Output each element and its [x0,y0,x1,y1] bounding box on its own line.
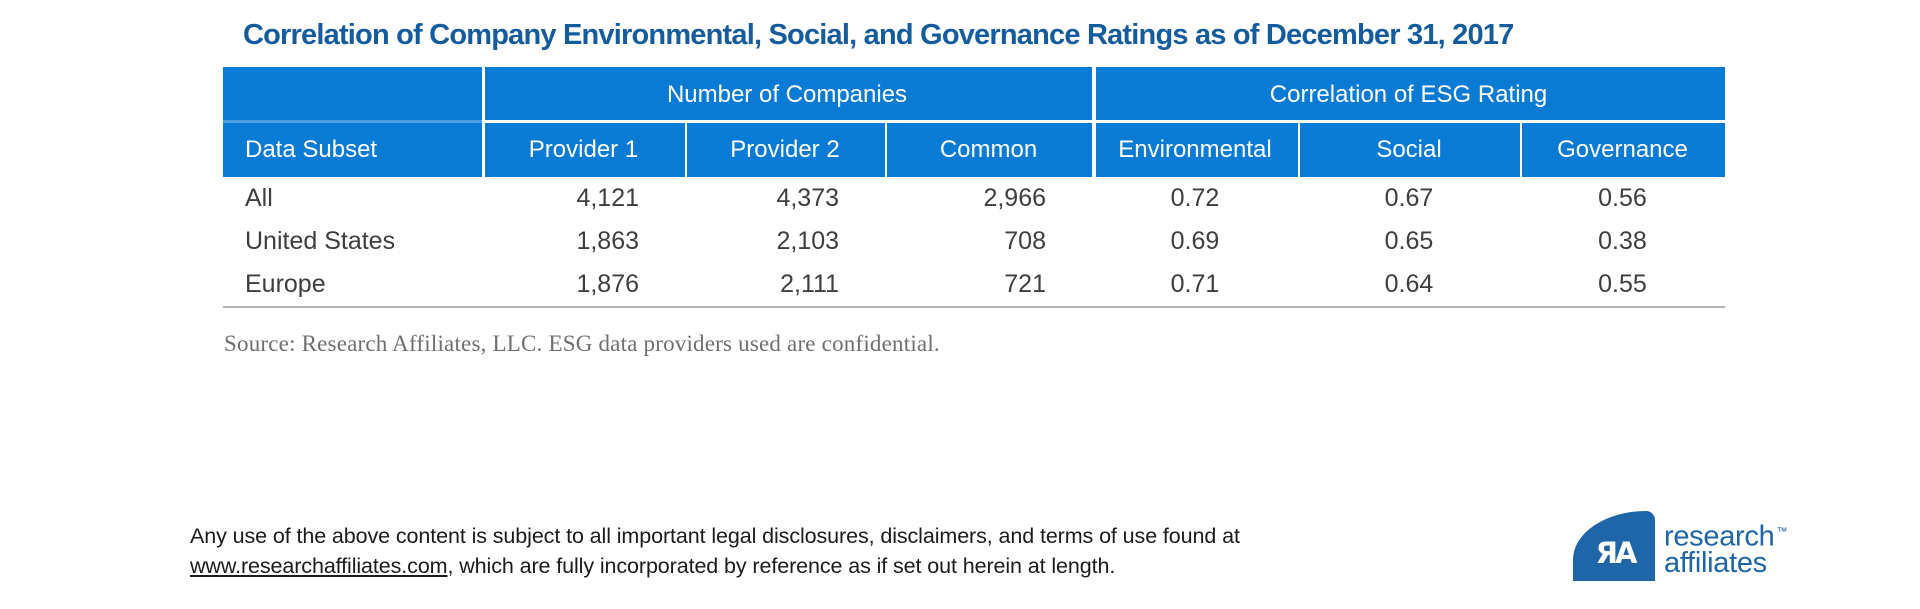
research-affiliates-logo: ЯA research ™ affiliates [1573,511,1787,581]
column-header-social: Social [1376,135,1442,163]
table-row: Europe 1,876 2,111 721 0.71 0.64 0.55 [223,263,1725,306]
header-group-number-of-companies: Number of Companies Provider 1 Provider … [482,67,1092,177]
column-header-provider-1: Provider 1 [528,135,639,163]
cell-provider-1: 1,863 [576,227,639,255]
logo-wordmark: research ™ affiliates [1664,511,1787,581]
cell-governance: 0.55 [1598,270,1647,298]
column-header-environmental: Environmental [1118,135,1272,163]
cell-common: 708 [1004,227,1046,255]
header-divider [223,120,482,123]
header-divider [482,120,1725,123]
cell-social: 0.65 [1384,227,1434,255]
cell-social: 0.64 [1384,270,1434,298]
esg-correlation-table: Data Subset Number of Companies Provider… [223,67,1725,308]
ra-monogram: ЯA [1595,536,1638,570]
cell-data-subset: All [245,184,273,212]
research-affiliates-link[interactable]: www.researchaffiliates.com [190,554,448,578]
column-header-governance: Governance [1557,135,1688,163]
cell-data-subset: Europe [245,270,326,298]
disclaimer-text-line2: , which are fully incorporated by refere… [447,554,1116,578]
cell-common: 721 [1004,270,1046,298]
column-header-provider-2: Provider 2 [730,135,840,163]
group-header-label: Correlation of ESG Rating [1269,80,1548,108]
cell-environmental: 0.72 [1170,184,1220,212]
cell-social: 0.67 [1384,184,1434,212]
subheader-row: Environmental Social Governance [1092,122,1725,177]
cell-data-subset: United States [245,227,396,255]
disclaimer-text-line1: Any use of the above content is subject … [190,524,1240,548]
source-note: Source: Research Affiliates, LLC. ESG da… [224,331,940,356]
ra-logo-mark-icon: ЯA [1573,511,1655,581]
cell-provider-1: 1,876 [576,270,639,298]
logo-wordmark-line1: research ™ [1664,520,1788,553]
header-divider [885,122,887,177]
group-header-label: Number of Companies [666,80,908,108]
header-divider [685,122,687,177]
header-group-correlation: Correlation of ESG Rating Environmental … [1092,67,1725,177]
trademark-symbol: ™ [1776,526,1788,538]
table-row: United States 1,863 2,103 708 0.69 0.65 … [223,220,1725,263]
legal-disclaimer: Any use of the above content is subject … [190,521,1390,581]
header-divider [1298,122,1300,177]
cell-environmental: 0.71 [1170,270,1220,298]
cell-provider-2: 2,111 [780,270,839,298]
cell-environmental: 0.69 [1170,227,1220,255]
cell-provider-2: 4,373 [776,184,839,212]
cell-provider-2: 2,103 [776,227,839,255]
table-row: All 4,121 4,373 2,966 0.72 0.67 0.56 [223,177,1725,220]
page-title: Correlation of Company Environmental, So… [243,19,1514,51]
cell-provider-1: 4,121 [576,184,639,212]
cell-common: 2,966 [983,184,1046,212]
cell-governance: 0.56 [1598,184,1647,212]
header-cell-data-subset: Data Subset [223,67,482,177]
table-body: All 4,121 4,373 2,966 0.72 0.67 0.56 Uni… [223,177,1725,308]
header-divider [1520,122,1522,177]
column-header-common: Common [939,135,1038,163]
column-header-label: Data Subset [245,136,378,163]
cell-governance: 0.38 [1598,227,1647,255]
subheader-row: Provider 1 Provider 2 Common [482,122,1092,177]
table-header: Data Subset Number of Companies Provider… [223,67,1725,177]
logo-wordmark-line2: affiliates [1664,546,1767,579]
